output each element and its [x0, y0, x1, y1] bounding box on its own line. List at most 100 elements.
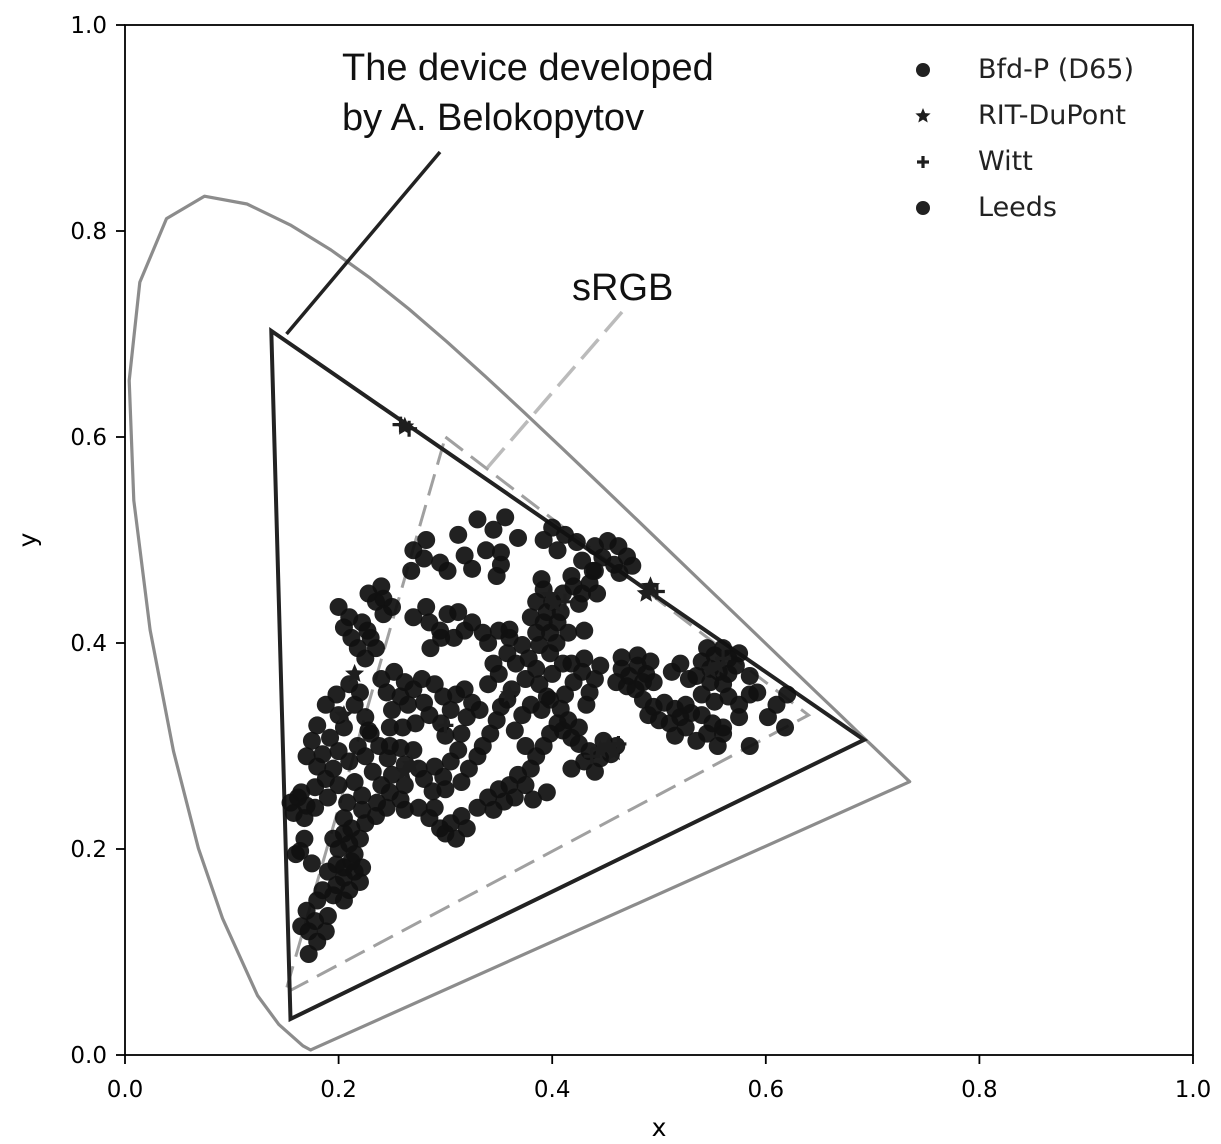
- data-point: [449, 603, 468, 622]
- data-point: [377, 683, 396, 702]
- x-tick-label: 0.8: [961, 1077, 998, 1103]
- srgb-annotation-label: sRGB: [572, 267, 673, 309]
- data-point: [544, 593, 564, 612]
- data-point: [383, 765, 401, 784]
- data-point: [425, 798, 444, 817]
- data-point: [534, 531, 553, 549]
- data-point: [444, 628, 463, 647]
- data-point: [537, 783, 556, 802]
- data-point: [505, 721, 524, 740]
- data-point: [334, 718, 353, 737]
- data-point: [345, 773, 364, 792]
- data-point: [479, 634, 498, 652]
- data-point: [306, 778, 325, 797]
- data-point: [417, 531, 436, 549]
- series-witt: [392, 416, 732, 765]
- data-point: [636, 583, 656, 602]
- data-point: [306, 798, 325, 817]
- data-point: [292, 783, 311, 802]
- legend-label-leeds: Leeds: [978, 192, 1057, 223]
- legend-label-rit-dupont: RIT-DuPont: [978, 100, 1126, 131]
- data-point: [338, 793, 357, 812]
- legend-background: [868, 32, 1190, 342]
- data-point: [714, 724, 733, 743]
- data-point: [342, 628, 361, 647]
- legend-label-witt: Witt: [978, 146, 1033, 177]
- spectral-locus-curve: [127, 194, 912, 1052]
- data-point: [395, 800, 414, 819]
- data-point: [334, 891, 353, 910]
- data-point: [509, 528, 528, 547]
- data-point: [527, 659, 546, 678]
- data-point: [715, 650, 732, 667]
- data-point: [316, 695, 335, 714]
- x-tick-label: 0.2: [320, 1077, 357, 1103]
- data-point: [395, 761, 415, 780]
- data-point: [318, 788, 337, 807]
- data-point: [363, 762, 382, 781]
- data-point: [353, 786, 372, 805]
- legend: Bfd-P (D65) RIT-DuPont Witt Leeds: [868, 32, 1190, 342]
- x-tick-label: 0.4: [534, 1077, 571, 1103]
- data-point: [604, 742, 624, 761]
- data-point: [455, 546, 474, 565]
- data-point: [648, 583, 665, 600]
- data-point: [610, 735, 627, 752]
- data-point: [692, 652, 711, 671]
- data-point: [748, 683, 767, 702]
- data-point: [358, 621, 377, 640]
- data-point: [562, 567, 581, 586]
- data-point: [530, 636, 549, 655]
- data-point: [350, 829, 369, 848]
- y-tick-label: 0.4: [70, 631, 107, 657]
- data-point: [612, 648, 631, 667]
- data-point: [449, 525, 468, 544]
- data-point: [628, 646, 647, 665]
- data-point: [401, 754, 421, 773]
- data-point: [402, 561, 421, 580]
- data-point: [437, 717, 454, 734]
- data-point: [540, 585, 560, 604]
- data-point: [521, 608, 540, 627]
- data-point: [567, 533, 586, 552]
- data-point: [436, 780, 455, 799]
- srgb-annotation-leader-line: [486, 310, 624, 469]
- device-annotation-line-1: The device developed: [342, 47, 714, 89]
- data-point: [366, 639, 385, 658]
- data-point: [591, 656, 610, 675]
- data-point: [463, 559, 482, 578]
- data-point: [516, 737, 535, 755]
- data-point: [705, 692, 724, 711]
- legend-marker-star-icon: [915, 108, 931, 123]
- data-point: [436, 726, 455, 745]
- y-tick-label: 0.0: [70, 1043, 107, 1069]
- data-point: [359, 584, 378, 603]
- data-point: [334, 705, 354, 724]
- data-point: [590, 740, 610, 759]
- data-point: [532, 570, 551, 589]
- data-point: [404, 608, 423, 627]
- x-axis-label: x: [652, 1113, 667, 1142]
- series-bfd-p-d65: [281, 508, 797, 964]
- data-point: [449, 741, 468, 760]
- data-point: [353, 858, 372, 877]
- data-point: [583, 561, 602, 580]
- data-point: [383, 700, 401, 719]
- x-tick-label: 0.6: [748, 1077, 785, 1103]
- data-point: [553, 721, 572, 740]
- device-annotation-leader-line: [285, 150, 442, 336]
- data-point: [776, 718, 795, 737]
- data-point: [447, 829, 466, 848]
- data-point: [340, 752, 359, 771]
- data-point: [500, 684, 519, 703]
- data-point: [318, 906, 337, 925]
- data-point: [607, 673, 626, 692]
- data-point: [623, 556, 642, 575]
- data-point: [321, 728, 340, 747]
- data-point: [575, 649, 594, 668]
- data-point: [377, 798, 396, 817]
- data-point: [585, 762, 604, 781]
- data-point: [431, 553, 450, 572]
- data-point: [523, 790, 542, 809]
- annotations-layer: The device developed by A. Belokopytov s…: [285, 47, 714, 469]
